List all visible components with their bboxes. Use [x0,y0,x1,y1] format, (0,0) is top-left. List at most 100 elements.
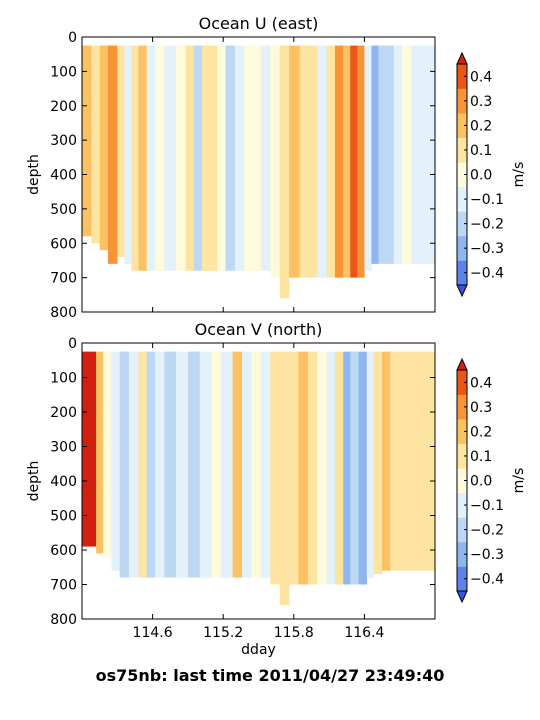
data-column-9 [164,351,177,578]
data-column-7 [146,351,156,578]
data-column-10 [176,351,189,578]
data-column-26 [309,45,318,278]
colorbar-bin [457,443,467,469]
data-column-24 [317,351,328,585]
data-column-36 [385,45,395,264]
y-axis-label: depth [26,154,42,195]
data-column-11 [176,45,186,271]
data-column-25 [299,45,310,278]
colorbar-tick-label: −0.3 [470,547,504,563]
data-column-36 [423,351,436,571]
data-column-20 [252,45,262,271]
data-column-12 [185,45,195,271]
data-column-24 [289,45,300,278]
panel-2: Ocean V (north) 0 100 200 300 400 500 600 700 800… [26,320,527,658]
data-column-31 [373,351,383,575]
y-tick-label: 300 [50,440,77,456]
data-column-30 [366,351,375,578]
y-tick-label: 700 [50,578,77,594]
x-tick-label: 115.2 [203,625,243,641]
data-column-33 [390,351,400,571]
data-column-15 [209,45,218,271]
chart-title: Ocean U (east) [199,14,319,33]
data-column-27 [317,45,328,278]
data-column-30 [343,45,351,278]
data-column-13 [211,351,222,578]
data-column-17 [225,45,236,271]
data-column-18 [260,351,271,578]
x-tick-label: 115.8 [274,625,314,641]
y-tick-label: 100 [50,64,77,80]
x-tick-label: 114.6 [133,625,173,641]
colorbar-bin [457,492,467,518]
colorbar-extend-min [456,284,468,298]
colorbar-bin [457,162,467,188]
y-tick-label: 600 [50,543,77,559]
data-column-18 [234,45,245,271]
data-column-6 [138,351,148,578]
y-tick-label: 500 [50,509,77,525]
data-column-4 [119,351,130,578]
data-column-29 [334,45,344,278]
data-column-10 [164,45,177,271]
data-column-19 [244,45,253,271]
y-tick-label: 0 [68,30,77,46]
colorbar-bin [457,137,467,163]
data-column-26 [334,351,344,585]
colorbar-bin [457,260,467,286]
x-axis-label: dday [241,642,276,658]
data-column-0 [82,351,97,547]
data-column-0 [82,45,92,237]
colorbar: −0.4 −0.3 −0.2 −0.1 0.0 0.1 0.2 0.3 0.4 m/s [456,357,527,604]
colorbar-extend-min [456,590,468,604]
colorbar-bin [457,64,467,89]
colorbar-tick-label: 0.2 [470,118,492,134]
colorbar-tick-label: −0.2 [470,523,504,539]
colorbar-tick-label: −0.4 [470,572,504,588]
colorbar-bin [457,113,467,138]
colorbar-bin [457,468,467,494]
x-tick-label: 116.4 [344,625,384,641]
colorbar-bin [457,419,467,444]
data-column-35 [378,45,386,264]
data-column-39 [411,45,424,264]
footer-caption: os75nb: last time 2011/04/27 23:49:40 [95,666,445,685]
colorbar-tick-label: −0.3 [470,241,504,257]
data-column-13 [193,45,203,271]
colorbar-tick-label: 0.4 [470,375,492,391]
y-tick-label: 200 [50,405,77,421]
data-column-2 [103,351,112,557]
colorbar-bin [457,235,467,261]
colorbar-tick-label: −0.1 [470,192,504,208]
data-column-17 [251,351,262,578]
colorbar: −0.4 −0.3 −0.2 −0.1 0.0 0.1 0.2 0.3 0.4 m/s [456,51,527,298]
data-column-14 [220,351,233,578]
data-column-6 [131,45,139,271]
data-column-33 [364,45,372,271]
y-tick-label: 400 [50,168,77,184]
data-column-40 [423,45,436,264]
y-tick-label: 500 [50,202,77,218]
colorbar-bin [457,517,467,543]
data-column-11 [187,351,200,578]
data-column-20 [279,351,290,606]
data-column-34 [399,351,412,571]
colorbar-tick-label: 0.2 [470,424,492,440]
y-tick-label: 300 [50,133,77,149]
colorbar-tick-label: 0.0 [470,168,492,184]
data-column-31 [350,45,358,278]
data-column-35 [411,351,424,571]
colorbar-tick-label: 0.1 [470,143,492,159]
data-column-25 [326,351,336,585]
colorbar-label: m/s [511,468,527,494]
panel-1: Ocean U (east) 0 100 200 300 400 500 600 700 800 d… [26,14,527,321]
colorbar-tick-label: 0.1 [470,449,492,465]
data-column-23 [279,45,290,299]
data-column-21 [289,351,299,585]
data-column-22 [270,45,280,278]
data-column-34 [371,45,379,264]
y-tick-label: 0 [68,336,77,352]
data-column-37 [393,45,403,264]
data-column-22 [298,351,309,585]
